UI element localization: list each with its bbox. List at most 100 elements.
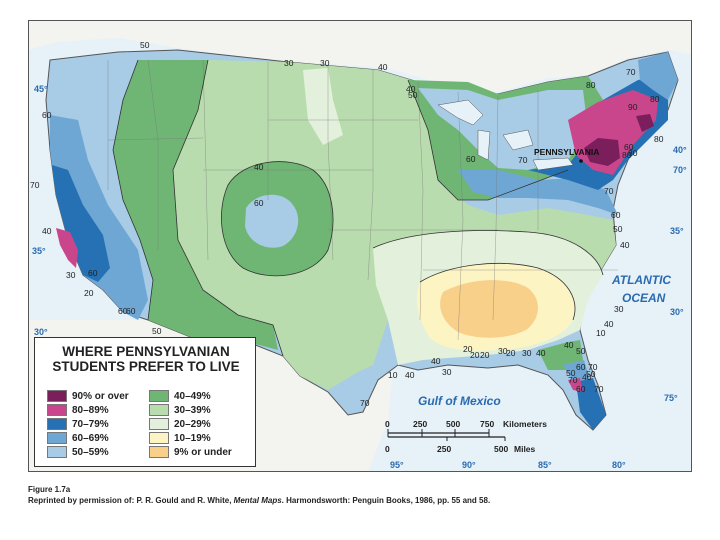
- contour-label: 70: [626, 67, 636, 77]
- state-borders: [107, 59, 618, 341]
- lat30-east-label: 30°: [670, 307, 684, 317]
- contour-label: 50: [586, 369, 596, 379]
- lon90-label: 90°: [462, 460, 476, 470]
- zone-60-69-west: [50, 115, 148, 320]
- legend-swatch: [149, 446, 169, 458]
- credit-suffix: . Harmondsworth: Penguin Books, 1986, pp…: [281, 496, 491, 505]
- legend-label: 20–29%: [174, 419, 211, 430]
- lat35-east-label: 35°: [670, 226, 684, 236]
- contour-label: 60: [254, 198, 264, 208]
- contour-label: 20: [84, 288, 94, 298]
- legend-title-line2: STUDENTS PREFER TO LIVE: [52, 359, 240, 374]
- figure-number: Figure 1.7a: [28, 485, 71, 494]
- lat40-label: 40°: [673, 145, 687, 155]
- scale-mi-250: 250: [437, 444, 451, 454]
- contour-label: 40: [582, 372, 592, 382]
- contour-label: 30: [442, 367, 452, 377]
- contour-label: 70: [360, 398, 370, 408]
- contour-label: 50: [140, 40, 150, 50]
- legend-swatch: [149, 404, 169, 416]
- zone-90-plus-pennsylvania: [584, 138, 620, 166]
- credit-prefix: Reprinted by permission of: P. R. Gould …: [28, 496, 232, 505]
- contour-label: 60: [611, 210, 621, 220]
- contour-label: 30: [320, 58, 330, 68]
- legend-swatch: [149, 418, 169, 430]
- contour-label: 50: [576, 346, 586, 356]
- contour-label: 40: [405, 370, 415, 380]
- legend-label: 40–49%: [174, 391, 211, 402]
- scale-km-unit: Kilometers: [503, 419, 547, 429]
- contour-label: 50: [152, 326, 162, 336]
- legend-label: 50–59%: [72, 447, 109, 458]
- atlantic-label-2: OCEAN: [622, 291, 666, 305]
- figure-credit: Reprinted by permission of: P. R. Gould …: [28, 496, 490, 505]
- contour-label: 20: [470, 350, 480, 360]
- contour-label: 60: [624, 142, 634, 152]
- legend-title: WHERE PENNSYLVANIAN STUDENTS PREFER TO L…: [35, 344, 257, 374]
- contour-label: 40: [406, 84, 416, 94]
- contour-label: 70: [594, 384, 604, 394]
- gulf-label: Gulf of Mexico: [418, 394, 501, 408]
- zone-90-plus-ne: [636, 114, 654, 132]
- contour-label: 50: [613, 224, 623, 234]
- scale-mi-unit: Miles: [514, 444, 536, 454]
- great-lakes: [437, 99, 574, 171]
- scale-km-0: 0: [385, 419, 390, 429]
- contour-label: 30: [284, 58, 294, 68]
- lon85-label: 85°: [538, 460, 552, 470]
- legend-swatch: [47, 432, 67, 444]
- contour-label: 20: [506, 348, 516, 358]
- contour-label: 90: [628, 102, 638, 112]
- pennsylvania-marker: [579, 159, 583, 163]
- lat75-label: 75°: [664, 393, 678, 403]
- contour-lines: [112, 59, 604, 357]
- legend-label: 9% or under: [174, 447, 232, 458]
- legend-swatch: [47, 418, 67, 430]
- map-frame: [28, 20, 692, 472]
- contour-label: 40: [378, 62, 388, 72]
- legend-swatch: [149, 432, 169, 444]
- contour-label: 60: [466, 154, 476, 164]
- zone-40-49-florida: [538, 340, 583, 370]
- contour-label: 60: [42, 110, 52, 120]
- zone-80-89-florida: [568, 378, 583, 392]
- contour-label: 70: [518, 155, 528, 165]
- legend-label: 30–39%: [174, 405, 211, 416]
- legend-label: 70–79%: [72, 419, 109, 430]
- contour-label: 50: [408, 90, 418, 100]
- contour-label: 20: [463, 344, 473, 354]
- contour-label: 80: [586, 80, 596, 90]
- lon95-label: 95°: [390, 460, 404, 470]
- lat70-label: 70°: [673, 165, 687, 175]
- contour-label: 60: [576, 362, 586, 372]
- legend-swatch: [47, 404, 67, 416]
- legend-swatch: [47, 390, 67, 402]
- lat30-west-label: 30°: [34, 327, 48, 337]
- lon80-label: 80°: [612, 460, 626, 470]
- contour-label: 10: [596, 328, 606, 338]
- contour-label: 70: [604, 186, 614, 196]
- lat45-label: 45°: [34, 84, 48, 94]
- contour-label: 50: [566, 368, 576, 378]
- contour-label: 40: [604, 319, 614, 329]
- zone-50-59-florida: [563, 360, 590, 385]
- zone-50-59-ring: [245, 194, 299, 248]
- contour-label: 70: [30, 180, 40, 190]
- legend-label: 60–69%: [72, 433, 109, 444]
- contour-label: 30: [66, 270, 76, 280]
- pennsylvania-label: PENNSYLVANIA: [534, 147, 599, 157]
- scale-bar: 0 250 500 750 Kilometers 0 250 500 Miles: [385, 419, 547, 454]
- scale-km-500: 500: [446, 419, 460, 429]
- contour-label: 20: [480, 350, 490, 360]
- contour-label: 40: [536, 348, 546, 358]
- zone-80-89-california: [56, 228, 78, 268]
- contour-label: 60: [126, 306, 136, 316]
- zone-60-69-maine: [638, 52, 678, 100]
- contour-label: 30: [614, 304, 624, 314]
- contour-label: 30: [498, 346, 508, 356]
- zone-9-under-south: [440, 280, 538, 338]
- contour-label: 40: [254, 162, 264, 172]
- credit-title: Mental Maps: [233, 496, 282, 505]
- scale-mi-500: 500: [494, 444, 508, 454]
- contour-label: 60: [118, 306, 128, 316]
